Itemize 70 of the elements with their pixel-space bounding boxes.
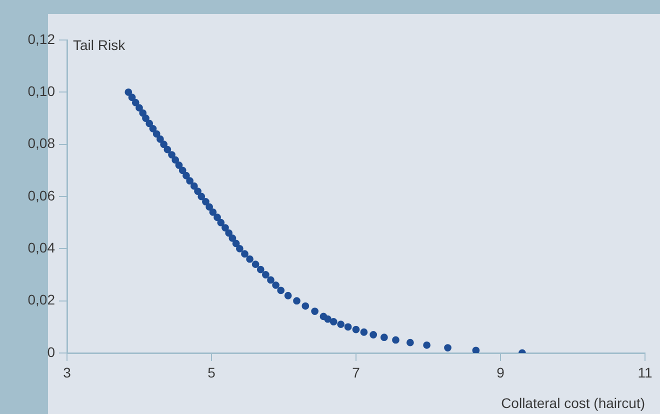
point — [256, 266, 264, 274]
y-tick-label: 0,12 — [28, 30, 56, 47]
y-tick-label: 0,08 — [28, 135, 56, 152]
point — [228, 234, 236, 242]
point — [337, 320, 345, 328]
point — [206, 203, 214, 211]
point — [262, 271, 270, 278]
point — [172, 156, 180, 164]
point — [236, 244, 244, 252]
point — [330, 318, 338, 326]
point — [380, 334, 388, 342]
y-tick-label: 0,10 — [28, 83, 56, 100]
point — [272, 281, 280, 289]
point — [152, 130, 160, 138]
x-tick-label: 7 — [352, 364, 360, 380]
point — [178, 166, 186, 174]
point — [198, 192, 206, 200]
point — [149, 124, 157, 132]
point — [360, 328, 368, 336]
point — [124, 88, 132, 96]
point — [142, 114, 150, 122]
point — [168, 151, 176, 158]
point — [190, 182, 198, 190]
point — [232, 240, 240, 248]
x-tick-label: 9 — [496, 364, 505, 380]
point — [423, 341, 431, 349]
y-tick-label: 0,02 — [28, 292, 56, 308]
point — [344, 323, 352, 331]
point — [175, 162, 183, 169]
point — [406, 338, 414, 346]
point — [132, 98, 140, 106]
x-tick-label: 5 — [208, 364, 216, 380]
point — [182, 172, 190, 180]
x-tick-label: 11 — [638, 364, 652, 380]
point — [202, 198, 210, 206]
point — [128, 94, 136, 102]
point — [241, 250, 248, 258]
point — [164, 146, 172, 154]
point — [472, 346, 480, 353]
point — [214, 214, 221, 222]
point — [311, 308, 319, 315]
point — [324, 315, 332, 323]
y-axis-title: Tail Risk — [73, 36, 126, 53]
point — [160, 140, 168, 148]
point — [392, 336, 400, 344]
x-tick-label: 3 — [63, 364, 72, 380]
point — [284, 292, 292, 300]
point — [194, 188, 202, 195]
point — [222, 224, 229, 232]
point — [293, 297, 300, 305]
point — [209, 208, 217, 216]
point — [252, 260, 260, 268]
point — [156, 135, 164, 143]
point — [352, 326, 360, 334]
point — [246, 255, 254, 263]
point — [444, 344, 452, 352]
point — [302, 302, 310, 310]
point — [277, 286, 285, 294]
point — [136, 104, 143, 112]
x-axis-title: Collateral cost (haircut) — [501, 395, 645, 411]
y-tick-label: 0,06 — [28, 187, 56, 204]
point — [217, 218, 225, 226]
point — [146, 120, 154, 128]
point — [225, 229, 233, 237]
point — [139, 109, 147, 117]
point — [186, 177, 194, 185]
point — [370, 331, 378, 338]
y-tick-label: 0 — [47, 344, 56, 360]
point — [267, 276, 274, 284]
y-tick-label: 0,04 — [28, 240, 56, 256]
